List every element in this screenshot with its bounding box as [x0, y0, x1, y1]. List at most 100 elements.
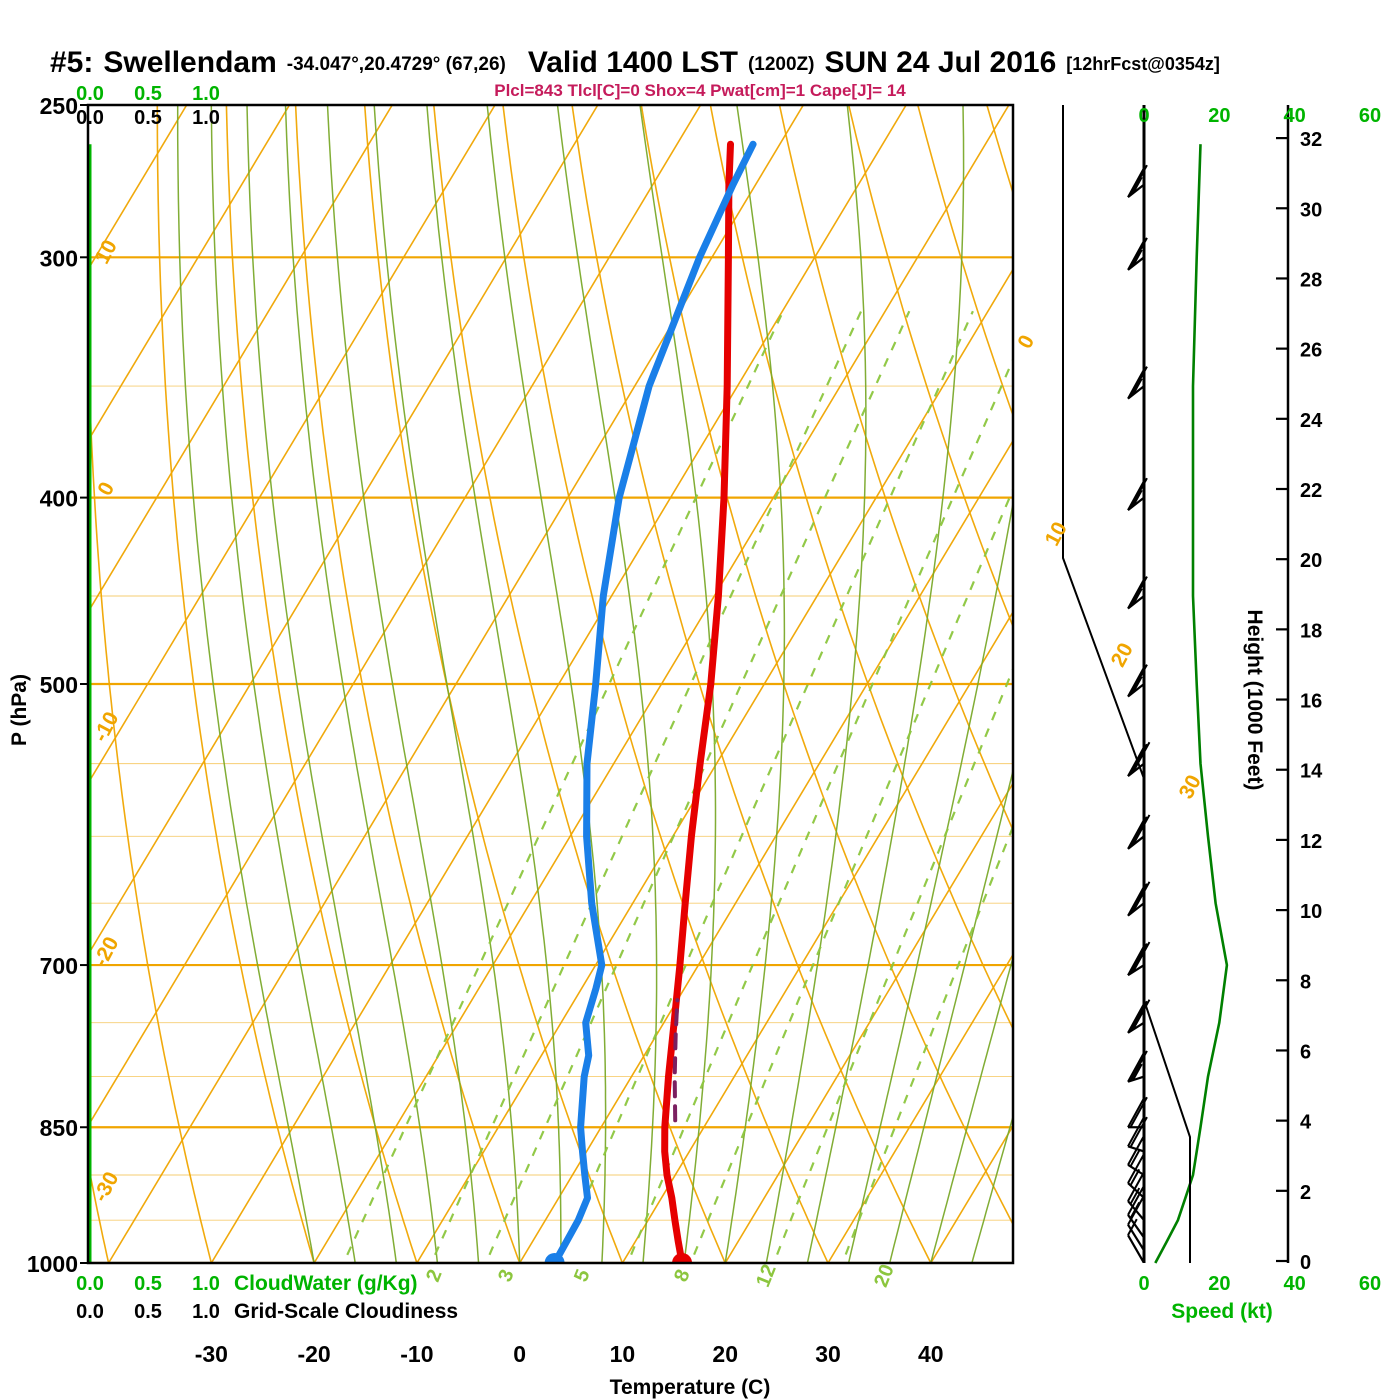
pressure-tick-label: 250: [40, 93, 78, 119]
height-tick-label: 32: [1300, 129, 1322, 151]
mixing-ratio-label: 20: [870, 1261, 899, 1290]
height-tick-label: 8: [1300, 971, 1311, 993]
speed-tick-label: 0: [1138, 105, 1149, 127]
height-tick-label: 24: [1300, 410, 1323, 432]
wind-barb: [1127, 366, 1148, 400]
station-name: Swellendam: [103, 46, 276, 79]
height-tick-label: 12: [1300, 831, 1322, 853]
cloudwater-tick-label: 0.5: [134, 83, 162, 105]
temperature-tick-label: 0: [513, 1341, 526, 1367]
surface-dewpoint-dot: [544, 1253, 565, 1263]
height-tick-label: 16: [1300, 691, 1322, 713]
cloudiness-axis-title: Grid-Scale Cloudiness: [234, 1300, 458, 1323]
temperature-tick-label: 30: [815, 1341, 841, 1367]
speed-tick-label: 20: [1208, 105, 1230, 127]
cloudiness-tick-label: 0.5: [134, 107, 162, 129]
cloudwater-tick-label: 1.0: [192, 1273, 220, 1295]
trace-parcel: [672, 998, 680, 1123]
pressure-tick-label: 850: [40, 1115, 78, 1141]
wind-barb: [1127, 999, 1151, 1034]
trace-temperature: [661, 140, 734, 1263]
surface-temperature-dot: [672, 1253, 693, 1263]
temperature-tick-label: 40: [918, 1341, 944, 1367]
speed-tick-label: 20: [1208, 1273, 1230, 1295]
wind-barb: [1127, 237, 1148, 271]
grid-layer: [88, 105, 1013, 1263]
pressure-tick-label: 300: [40, 245, 78, 271]
wind-barb: [1127, 814, 1151, 850]
wind-barb: [1127, 1218, 1145, 1263]
wind-barb: [1127, 1050, 1148, 1083]
pressure-axis-title: P (hPa): [8, 674, 31, 746]
temperature-tick-label: -10: [400, 1341, 433, 1367]
utc-time: (1200Z): [748, 54, 815, 75]
mixing-ratio-label: 3: [494, 1266, 519, 1285]
cloudwater-tick-label: 0.0: [76, 83, 104, 105]
height-tick-label: 6: [1300, 1041, 1311, 1063]
temperature-tick-label: 20: [712, 1341, 738, 1367]
cloudwater-tick-label: 1.0: [192, 83, 220, 105]
wind-layer: [1127, 105, 1229, 1264]
station-coords: -34.047°,20.4729° (67,26): [287, 54, 506, 75]
station-id: #5:: [50, 46, 93, 79]
height-tick-label: 28: [1300, 269, 1322, 291]
wind-barb: [1127, 741, 1151, 778]
isotherm-label-left: 10: [91, 236, 122, 267]
wind-barb: [1127, 941, 1151, 977]
cloudiness-tick-label: 1.0: [192, 1301, 220, 1323]
cloudiness-tick-label: 1.0: [192, 107, 220, 129]
height-tick-label: 22: [1300, 480, 1322, 502]
speed-tick-label: 40: [1284, 1273, 1306, 1295]
temperature-tick-label: -20: [297, 1341, 330, 1367]
wind-barb: [1127, 164, 1148, 199]
isotherm-label-left: -10: [89, 708, 124, 746]
cloudiness-tick-label: 0.0: [76, 1301, 104, 1323]
temperature-axis-title: Temperature (C): [610, 1376, 771, 1399]
wind-barb: [1127, 576, 1148, 610]
isotherm-label-right: 10: [1041, 518, 1072, 549]
valid-date: SUN 24 Jul 2016: [824, 46, 1056, 79]
cloudwater-axis-title: CloudWater (g/Kg): [234, 1272, 418, 1295]
pressure-tick-label: 1000: [27, 1251, 78, 1277]
temperature-tick-label: 10: [610, 1341, 636, 1367]
cloudwater-tick-label: 0.5: [134, 1273, 162, 1295]
temperature-tick-label: -30: [195, 1341, 228, 1367]
mixing-ratio-label: 12: [752, 1261, 781, 1290]
cloudwater-tick-label: 0.0: [76, 1273, 104, 1295]
height-tick-label: 26: [1300, 340, 1322, 362]
height-axis-title: Height (1000 Feet): [1243, 610, 1266, 791]
height-tick-label: 0: [1300, 1252, 1311, 1274]
isotherm-label-right: 0: [1013, 331, 1039, 352]
cloudiness-tick-label: 0.0: [76, 107, 104, 129]
height-tick-label: 4: [1300, 1112, 1312, 1134]
mixing-ratio-label: 8: [670, 1266, 695, 1285]
mixing-ratio-label: 2: [422, 1266, 447, 1285]
height-tick-label: 18: [1300, 620, 1322, 642]
frame-layer: [80, 103, 1290, 1265]
trace-dewpoint: [551, 140, 757, 1263]
height-tick-label: 20: [1300, 550, 1322, 572]
wind-barb: [1127, 664, 1148, 698]
wind-barb: [1127, 477, 1148, 511]
height-tick-label: 14: [1300, 761, 1323, 783]
pressure-tick-label: 700: [40, 953, 78, 979]
cloudiness-tick-label: 0.5: [134, 1301, 162, 1323]
speed-tick-label: 0: [1138, 1273, 1149, 1295]
height-tick-label: 30: [1300, 199, 1322, 221]
height-tick-label: 2: [1300, 1182, 1311, 1204]
valid-time: Valid 1400 LST: [528, 46, 738, 79]
pressure-tick-label: 500: [40, 672, 78, 698]
wind-barb: [1127, 881, 1151, 917]
speed-axis-title: Speed (kt): [1171, 1300, 1273, 1323]
isotherm-label-left: -30: [89, 1168, 124, 1206]
pressure-tick-label: 400: [40, 486, 78, 512]
isotherm-label-right: 20: [1107, 639, 1138, 670]
height-tick-label: 10: [1300, 901, 1322, 923]
mixing-ratio-label: 5: [570, 1266, 595, 1285]
isotherm-label-left: 0: [93, 478, 119, 499]
stability-indices: Plcl=843 Tlcl[C]=0 Shox=4 Pwat[cm]=1 Cap…: [494, 81, 906, 100]
wind-barb: [1127, 1115, 1148, 1153]
speed-tick-label: 40: [1284, 105, 1306, 127]
